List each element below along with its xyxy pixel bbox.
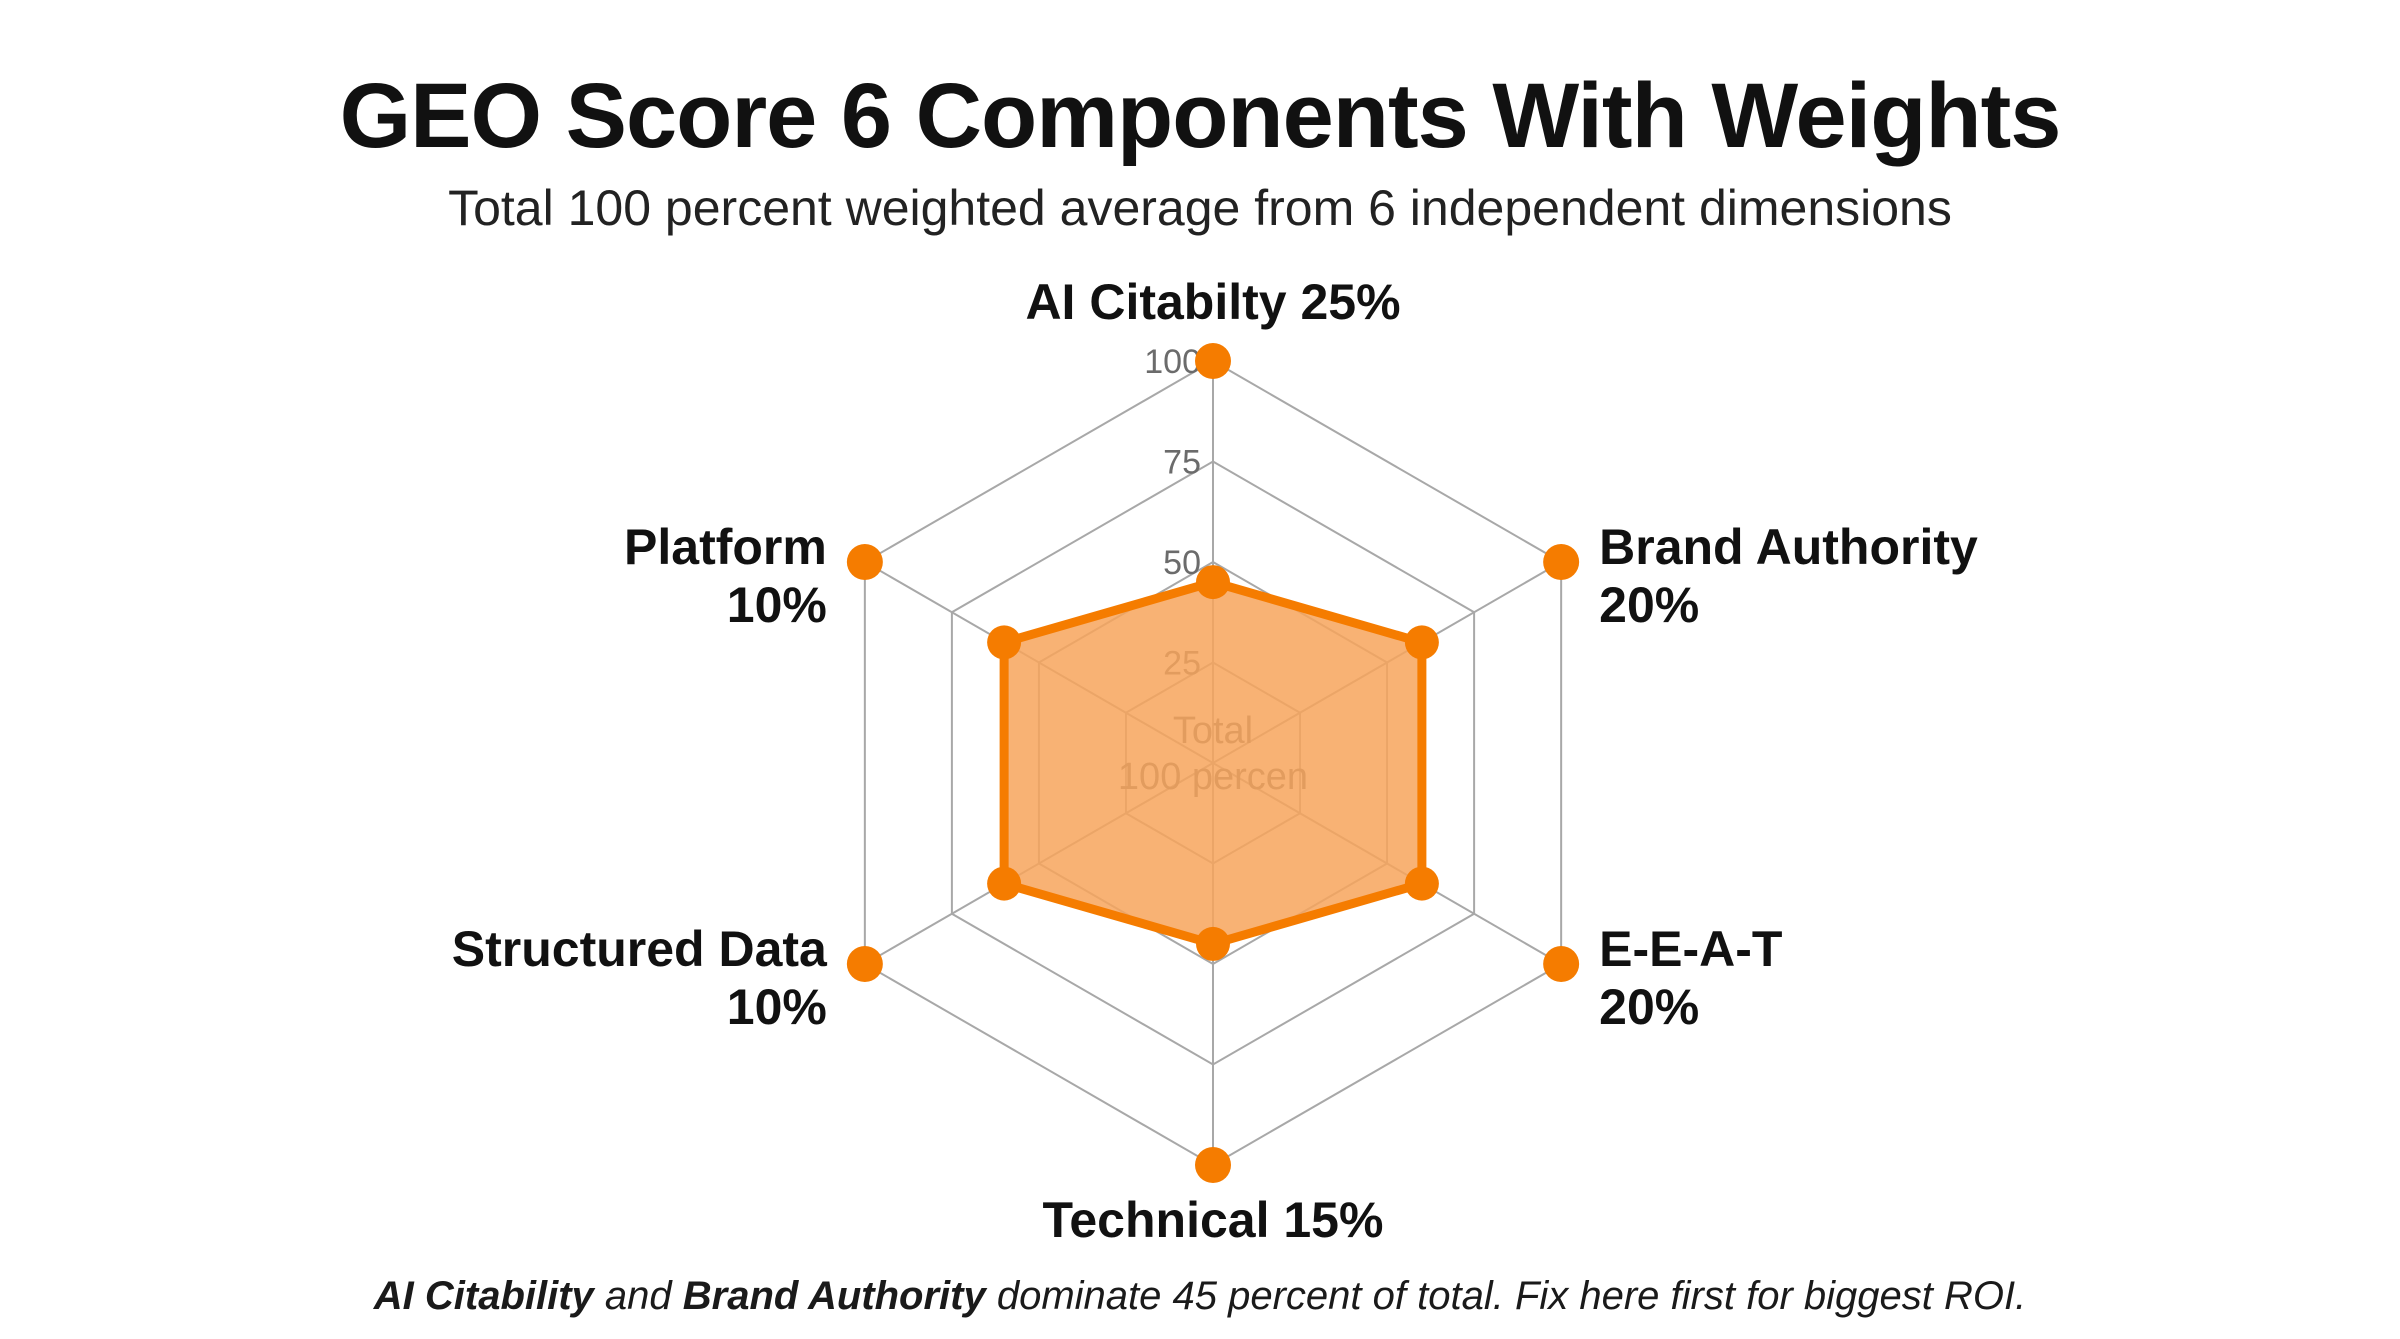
footnote-bold-brand-authority: Brand Authority bbox=[682, 1274, 986, 1318]
axis-label-5-line-0: Platform bbox=[624, 519, 827, 575]
radar-axis-labels: AI Citabilty 25%Brand Authority 20%E-E-A-… bbox=[452, 274, 1978, 1248]
axis-marker-3 bbox=[1195, 1147, 1231, 1183]
radar-axis-markers bbox=[846, 343, 1580, 1183]
axis-label-2-line-0: E-E-A-T bbox=[1599, 921, 1782, 977]
axis-label-3: Technical 15% bbox=[1043, 1192, 1384, 1248]
series-point-1 bbox=[1404, 625, 1439, 660]
axis-label-5: Platform 10% bbox=[624, 519, 827, 633]
axis-label-3-line-0: Technical 15% bbox=[1043, 1192, 1384, 1248]
axis-marker-4 bbox=[846, 946, 883, 982]
series-point-3 bbox=[1196, 926, 1230, 961]
axis-label-4-line-0: Structured Data bbox=[452, 921, 828, 977]
axis-label-1: Brand Authority 20% bbox=[1599, 519, 1978, 633]
footnote-text-2: dominate 45 percent of total. Fix here f… bbox=[985, 1274, 2027, 1318]
series-point-2 bbox=[1404, 866, 1439, 901]
footnote: AI Citability and Brand Authority domina… bbox=[0, 1272, 2400, 1320]
axis-label-1-line-0: Brand Authority bbox=[1599, 519, 1978, 575]
series-point-5 bbox=[987, 625, 1022, 660]
axis-label-0: AI Citabilty 25% bbox=[1025, 274, 1400, 330]
axis-label-4-line-1: 10% bbox=[727, 979, 827, 1035]
chart-title: GEO Score 6 Components With Weights bbox=[339, 65, 2062, 167]
tick-label-75: 75 bbox=[1163, 444, 1201, 482]
axis-label-0-line-0: AI Citabilty 25% bbox=[1025, 274, 1400, 330]
tick-label-50: 50 bbox=[1163, 544, 1201, 582]
footnote-bold-ai-citability: AI Citability bbox=[373, 1274, 594, 1318]
axis-label-2: E-E-A-T 20% bbox=[1599, 921, 1782, 1035]
axis-marker-5 bbox=[846, 544, 883, 580]
series-point-4 bbox=[987, 866, 1022, 901]
axis-label-2-line-1: 20% bbox=[1599, 979, 1699, 1035]
series-point-0 bbox=[1196, 565, 1230, 600]
axis-marker-2 bbox=[1543, 946, 1580, 982]
radar-series bbox=[987, 565, 1439, 961]
axis-label-5-line-1: 10% bbox=[727, 577, 827, 633]
axis-label-1-line-1: 20% bbox=[1599, 577, 1699, 633]
chart-subtitle: Total 100 percent weighted average from … bbox=[448, 180, 1952, 236]
footnote-text-1: and bbox=[593, 1274, 683, 1318]
axis-marker-1 bbox=[1543, 544, 1580, 580]
tick-label-100: 100 bbox=[1144, 343, 1201, 381]
axis-marker-0 bbox=[1195, 343, 1231, 379]
series-area bbox=[999, 577, 1427, 949]
axis-label-4: Structured Data 10% bbox=[452, 921, 828, 1035]
